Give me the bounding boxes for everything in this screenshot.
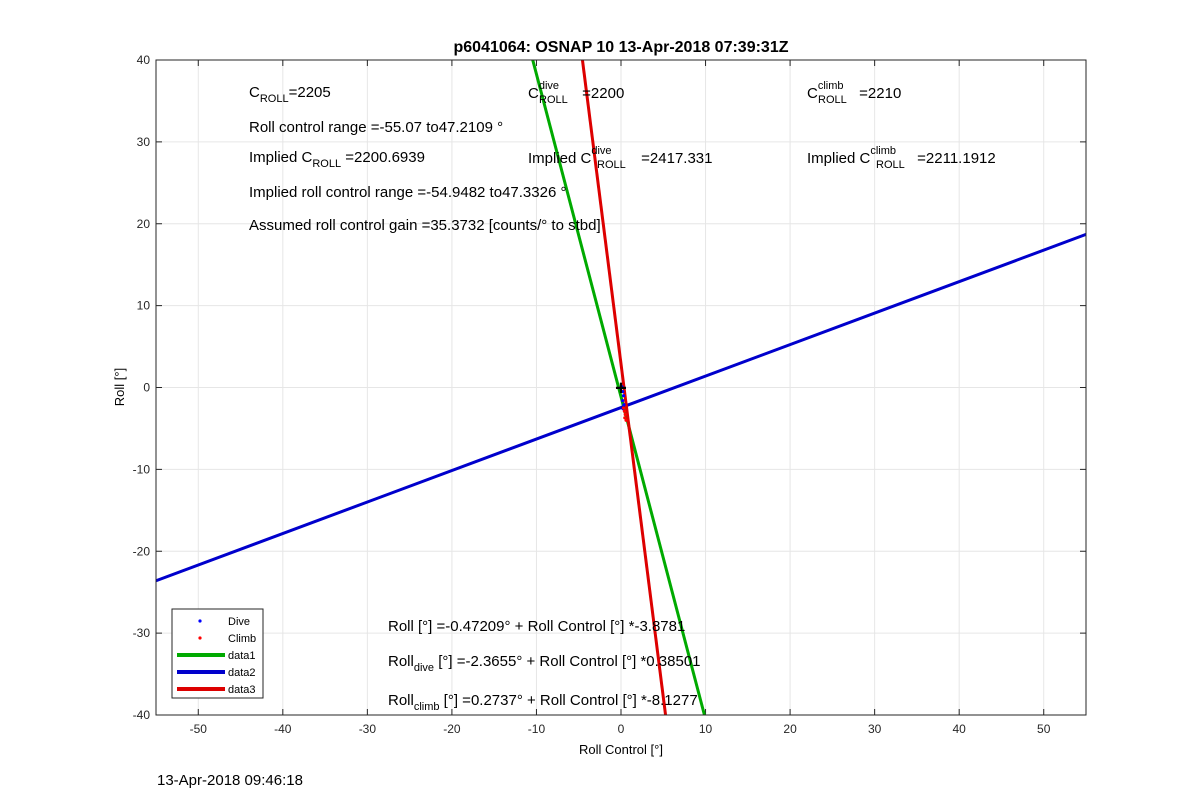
- point-dive: [621, 389, 625, 394]
- legend-label: data3: [228, 684, 256, 696]
- x-tick-label: 20: [783, 722, 797, 736]
- legend: Dive Climb data1 data2 data3: [171, 608, 264, 699]
- legend-label: data1: [228, 650, 256, 662]
- series-line-data3: [580, 59, 668, 716]
- legend-label: Climb: [228, 633, 256, 645]
- series-line-data2: [155, 232, 1087, 583]
- y-tick-label: 0: [143, 381, 150, 395]
- axis-ticks: -50 -40 -30 -20 -10 0 10 20 30 40 50 -40 -30 -20 -10 0 1…: [133, 53, 1086, 736]
- x-tick-label: 40: [953, 722, 967, 736]
- series-points: +: [615, 378, 628, 422]
- point-dive: [620, 385, 624, 389]
- y-tick-label: -40: [133, 708, 151, 722]
- implied-range-annotation: Implied roll control range =-54.9482 to4…: [249, 184, 566, 201]
- c-climb-annotation: Cclimb ROLL =2210: [807, 80, 901, 106]
- point-dive: [621, 394, 626, 398]
- implied-c-dive-annotation: Implied Cdive ROLL =2417.331: [528, 145, 713, 171]
- implied-c-roll-annotation: Implied CROLL =2200.6939: [249, 149, 425, 170]
- implied-c-climb-annotation: Implied Cclimb ROLL =2211.1912: [807, 145, 996, 171]
- x-tick-label: 0: [618, 722, 625, 736]
- x-tick-label: -50: [190, 722, 208, 736]
- c-dive-annotation: Cdive ROLL =2200: [528, 80, 624, 106]
- y-tick-label: 30: [137, 135, 151, 149]
- equation-all: Roll [°] =-0.47209° + Roll Control [°] *…: [388, 618, 685, 635]
- y-tick-label: -30: [133, 626, 151, 640]
- gain-annotation: Assumed roll control gain =35.3732 [coun…: [249, 217, 601, 234]
- legend-marker-dive: [198, 619, 202, 623]
- c-roll-annotation: CROLL=2205: [249, 84, 331, 105]
- point-dive: [621, 399, 625, 403]
- series-line-data1: [531, 59, 706, 716]
- y-tick-label: -10: [133, 462, 151, 476]
- point-climb: [621, 406, 626, 410]
- chart-title: p6041064: OSNAP 10 13-Apr-2018 07:39:31Z: [454, 39, 789, 56]
- x-tick-label: 10: [699, 722, 713, 736]
- x-tick-label: 30: [868, 722, 882, 736]
- x-tick-label: -20: [443, 722, 461, 736]
- point-dive: [622, 403, 626, 407]
- y-tick-label: 10: [137, 299, 151, 313]
- x-axis-label: Roll Control [°]: [579, 742, 663, 757]
- legend-label: data2: [228, 667, 256, 679]
- y-tick-label: 20: [137, 217, 151, 231]
- x-tick-label: 50: [1037, 722, 1051, 736]
- point-climb: [623, 416, 627, 420]
- equation-dive: Rolldive [°] =-2.3655° + Roll Control [°…: [388, 653, 701, 674]
- point-climb: [623, 412, 627, 417]
- x-tick-label: -10: [528, 722, 546, 736]
- x-tick-label: -40: [274, 722, 292, 736]
- y-axis-label: Roll [°]: [112, 368, 127, 406]
- point-climb: [622, 409, 626, 413]
- legend-marker-climb: [198, 636, 202, 640]
- y-tick-label: 40: [137, 53, 151, 67]
- axes-frame: [155, 59, 1087, 716]
- legend-label: Dive: [228, 616, 250, 628]
- y-tick-label: -20: [133, 544, 151, 558]
- roll-range-annotation: Roll control range =-55.07 to47.2109 °: [249, 119, 503, 136]
- equation-climb: Rollclimb [°] =0.2737° + Roll Control [°…: [388, 692, 698, 713]
- x-tick-label: -30: [359, 722, 377, 736]
- series-lines: [155, 59, 1087, 716]
- origin-marker: +: [615, 378, 627, 400]
- point-climb: [624, 418, 628, 422]
- footer-timestamp: 13-Apr-2018 09:46:18: [157, 772, 303, 789]
